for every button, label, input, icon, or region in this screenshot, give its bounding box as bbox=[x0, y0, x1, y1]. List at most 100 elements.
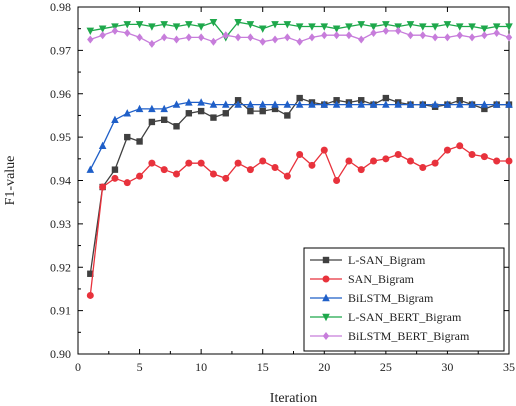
x-tick-label: 15 bbox=[257, 360, 269, 374]
data-point bbox=[99, 31, 106, 40]
data-point bbox=[271, 163, 279, 171]
data-point bbox=[111, 26, 119, 35]
data-point bbox=[258, 25, 267, 33]
data-point bbox=[505, 100, 513, 108]
data-point bbox=[505, 33, 513, 42]
data-point bbox=[308, 23, 316, 31]
data-point bbox=[172, 100, 181, 108]
legend-label: BiLSTM_BERT_Bigram bbox=[348, 329, 470, 343]
data-point bbox=[136, 33, 143, 42]
data-point bbox=[185, 21, 193, 29]
data-point bbox=[358, 97, 365, 104]
y-tick-label: 0.96 bbox=[50, 87, 71, 101]
series-line-bilstm-bigram bbox=[89, 101, 509, 170]
data-point bbox=[259, 107, 266, 115]
data-point bbox=[234, 33, 242, 42]
data-point bbox=[185, 110, 193, 117]
data-point bbox=[320, 100, 329, 108]
data-point bbox=[111, 115, 119, 123]
data-point bbox=[98, 25, 107, 33]
y-tick-label: 0.90 bbox=[50, 347, 71, 361]
data-point bbox=[456, 31, 463, 40]
x-tick-label: 20 bbox=[318, 360, 330, 374]
data-point bbox=[86, 27, 95, 36]
data-point bbox=[406, 157, 414, 165]
data-point bbox=[333, 31, 340, 40]
data-point bbox=[284, 33, 291, 42]
data-point bbox=[173, 123, 180, 130]
data-point bbox=[259, 37, 266, 46]
y-tick-label: 0.92 bbox=[50, 260, 71, 274]
data-point bbox=[148, 118, 156, 126]
data-point bbox=[456, 97, 463, 104]
legend-box bbox=[303, 247, 505, 352]
data-point bbox=[234, 100, 242, 108]
data-point bbox=[505, 157, 513, 165]
data-point bbox=[295, 23, 304, 31]
data-point bbox=[271, 105, 279, 113]
data-point bbox=[283, 100, 292, 108]
data-point bbox=[283, 21, 292, 29]
data-point bbox=[480, 100, 489, 108]
data-point bbox=[247, 33, 254, 42]
data-point bbox=[443, 100, 452, 108]
data-point bbox=[407, 31, 414, 40]
y-tick-label: 0.91 bbox=[50, 304, 71, 318]
data-point bbox=[124, 29, 131, 38]
data-point bbox=[481, 31, 488, 40]
data-point bbox=[332, 25, 341, 33]
data-point bbox=[210, 114, 217, 121]
y-tick-label: 0.93 bbox=[50, 217, 71, 231]
data-point bbox=[247, 107, 254, 115]
data-point bbox=[468, 33, 476, 42]
data-point bbox=[480, 153, 488, 161]
data-point bbox=[197, 23, 205, 31]
data-point bbox=[308, 100, 316, 108]
data-point bbox=[320, 146, 328, 154]
data-point bbox=[320, 23, 329, 31]
data-point bbox=[492, 23, 501, 31]
data-point bbox=[234, 97, 242, 104]
data-point bbox=[136, 138, 143, 145]
data-point bbox=[468, 23, 476, 31]
data-point bbox=[345, 23, 353, 31]
y-tick-label: 0.94 bbox=[50, 174, 71, 188]
data-point bbox=[173, 35, 180, 44]
data-point bbox=[419, 163, 427, 171]
data-point bbox=[221, 100, 230, 108]
legend-label: SAN_Bigram bbox=[348, 272, 415, 286]
data-point bbox=[111, 174, 119, 182]
x-tick-label: 10 bbox=[195, 360, 207, 374]
data-point bbox=[394, 100, 402, 108]
data-point bbox=[173, 170, 181, 178]
legend-label: L-SAN_BERT_Bigram bbox=[348, 310, 462, 324]
data-point bbox=[370, 157, 378, 165]
data-point bbox=[468, 100, 476, 108]
data-point bbox=[345, 100, 353, 108]
data-point bbox=[209, 100, 218, 108]
data-point bbox=[185, 159, 193, 167]
data-point bbox=[160, 104, 168, 113]
data-point bbox=[357, 21, 366, 29]
data-point bbox=[295, 100, 304, 108]
data-point bbox=[431, 159, 439, 167]
data-point bbox=[431, 23, 439, 31]
data-point bbox=[123, 21, 132, 29]
data-point bbox=[455, 100, 464, 108]
legend-marker bbox=[322, 332, 330, 340]
data-point bbox=[98, 141, 107, 149]
data-point bbox=[148, 23, 156, 31]
legend-label: L-SAN_Bigram bbox=[348, 253, 426, 267]
data-point bbox=[492, 100, 501, 108]
data-point bbox=[406, 100, 415, 108]
data-point bbox=[357, 166, 365, 174]
data-point bbox=[99, 183, 107, 191]
data-point bbox=[332, 100, 341, 108]
data-point bbox=[296, 37, 303, 46]
legend: L-SAN_Bigram SAN_Bigram BiLSTM_Bigram L-SAN… bbox=[303, 247, 505, 352]
data-point bbox=[172, 23, 181, 31]
data-point bbox=[123, 179, 131, 187]
data-point bbox=[197, 98, 205, 106]
data-point bbox=[246, 21, 255, 29]
